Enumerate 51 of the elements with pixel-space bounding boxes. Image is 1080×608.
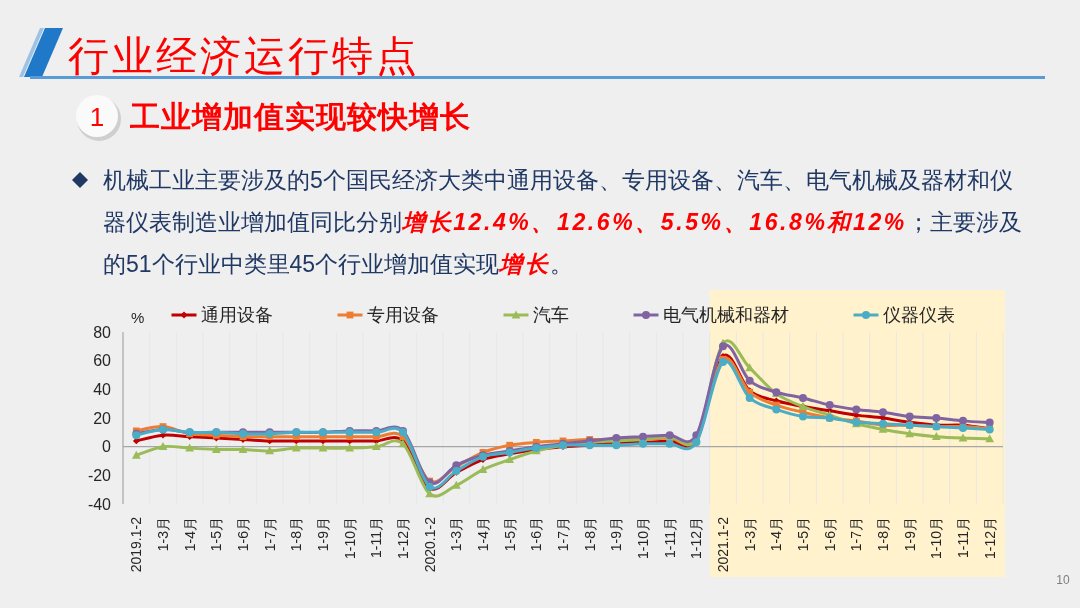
x-tick-label: 1-7月 — [261, 517, 278, 552]
x-tick-label: 1-6月 — [528, 517, 545, 552]
y-tick-label: 60 — [93, 352, 112, 370]
x-tick-label: 1-12月 — [395, 517, 411, 560]
chart-title: 行业经济运行特点 — [68, 33, 420, 79]
legend-label: 专用设备 — [366, 305, 439, 325]
x-tick-label: 1-5月 — [501, 517, 518, 552]
y-tick-label: 20 — [93, 409, 112, 427]
x-tick-label: 1-6月 — [235, 517, 251, 552]
x-tick-label: 1-7月 — [848, 517, 865, 552]
x-tick-label: 1-4月 — [768, 517, 785, 552]
x-tick-label: 1-7月 — [555, 517, 571, 552]
x-tick-label: 2019.1-2 — [128, 516, 145, 573]
text: 1 — [89, 102, 105, 132]
x-tick-label: 1-3月 — [741, 517, 758, 552]
x-tick-label: 1-9月 — [901, 517, 918, 552]
x-tick-label: 2021.1-2 — [715, 516, 731, 573]
y-tick-label: 40 — [93, 380, 112, 398]
y-axis-title: % — [131, 309, 145, 326]
x-tick-label: 1-5月 — [208, 517, 225, 552]
x-tick-label: 1-5月 — [795, 517, 811, 552]
x-tick-label: 1-9月 — [608, 517, 625, 552]
legend-label: 仪器仪表 — [882, 305, 955, 325]
x-tick-label: 1-3月 — [448, 517, 465, 552]
x-tick-label: 1-4月 — [475, 517, 491, 552]
x-tick-label: 1-3月 — [155, 517, 171, 552]
x-tick-label: 1-10月 — [928, 517, 945, 560]
x-tick-label: 1-4月 — [181, 517, 198, 552]
x-tick-label: 1-8月 — [288, 517, 305, 552]
y-tick-label: -20 — [87, 466, 112, 484]
y-tick-label: 0 — [102, 438, 112, 456]
chart-subtitle: 工业增加值实现较快增长 — [129, 100, 471, 133]
x-tick-label: 1-8月 — [581, 517, 598, 552]
y-tick-label: 80 — [93, 323, 112, 341]
x-tick-label: 1-9月 — [315, 517, 331, 552]
text: 机械工业主要涉及的5个国民经济大类中通用设备、专用设备、汽车、电气机械及器材和仪器仪表制造业增加值同比分别增长12.4%、12.6%、5.5%、16.8%和12%；主要涉及的51个行业中类里45个行业增加值实现增长。 — [103, 167, 1022, 277]
x-tick-label: 1-12月 — [981, 517, 998, 560]
x-tick-label: 1-6月 — [821, 517, 838, 552]
x-tick-label: 1-11月 — [955, 517, 971, 558]
legend-label: 汽车 — [532, 305, 569, 325]
x-tick-label: 1-10月 — [635, 517, 651, 560]
y-tick-label: -40 — [87, 495, 112, 513]
x-tick-label: 2020.1-2 — [421, 516, 438, 573]
x-tick-label: 1-8月 — [875, 517, 891, 552]
x-tick-label: 1-12月 — [688, 517, 705, 560]
text: 10 — [1056, 573, 1070, 587]
x-tick-label: 1-11月 — [368, 517, 385, 558]
legend-label: 通用设备 — [200, 305, 273, 325]
legend-label: 电气机械和器材 — [662, 305, 789, 325]
x-tick-label: 1-10月 — [341, 517, 358, 560]
x-tick-label: 1-11月 — [661, 517, 678, 558]
